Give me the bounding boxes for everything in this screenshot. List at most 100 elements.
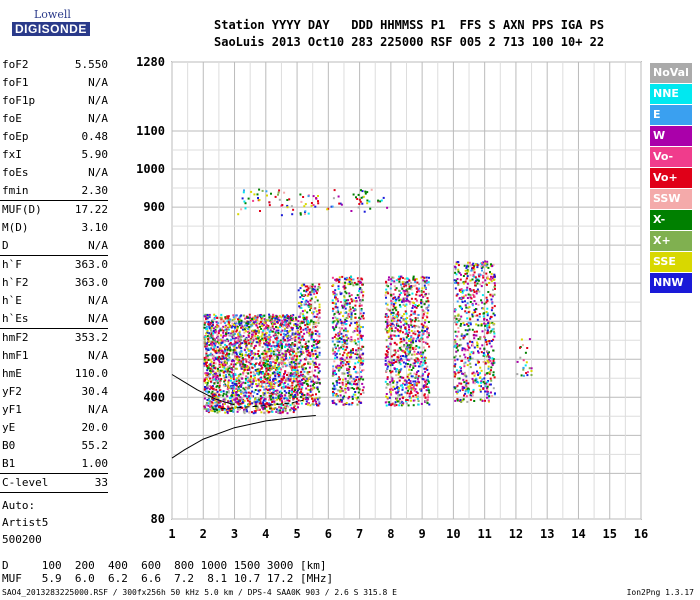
echo-point: [249, 349, 252, 352]
echo-point: [411, 339, 414, 342]
echo-point: [252, 374, 255, 377]
echo-point: [462, 373, 465, 375]
echo-point: [476, 264, 479, 267]
echo-point: [244, 327, 247, 330]
echo-point: [257, 337, 260, 340]
echo-point: [261, 322, 264, 325]
echo-point: [457, 327, 460, 329]
echo-point: [318, 363, 321, 366]
echo-point: [246, 397, 249, 400]
echo-point: [491, 302, 494, 305]
echo-point: [232, 349, 235, 352]
echo-point: [223, 355, 226, 358]
echo-point: [215, 388, 218, 391]
echo-point: [332, 347, 334, 350]
echo-point: [342, 397, 345, 400]
echo-point: [312, 312, 315, 315]
echo-point: [204, 372, 207, 375]
echo-point: [455, 317, 458, 320]
echo-point: [226, 315, 229, 318]
echo-point: [492, 263, 495, 266]
echo-point: [266, 319, 269, 322]
echo-point: [204, 345, 207, 348]
echo-point: [218, 408, 221, 411]
echo-point: [487, 291, 490, 293]
echo-point: [247, 330, 249, 333]
echo-point: [360, 288, 363, 291]
echo-point: [344, 277, 346, 280]
echo-point: [232, 336, 235, 339]
echo-point: [250, 376, 252, 379]
echo-point: [475, 302, 478, 305]
echo-point: [234, 314, 237, 317]
echo-point: [412, 375, 414, 378]
echo-point: [272, 315, 275, 318]
echo-point: [260, 372, 263, 375]
echo-point: [292, 397, 295, 400]
echo-point: [400, 393, 403, 396]
echo-point: [341, 348, 344, 350]
echo-point: [415, 306, 418, 309]
echo-point: [206, 369, 209, 372]
echo-point: [487, 322, 490, 325]
echo-point: [305, 328, 308, 331]
echo-point: [270, 367, 273, 370]
echo-point: [267, 340, 270, 343]
echo-point: [257, 314, 260, 317]
echo-point: [488, 383, 491, 386]
echo-point: [493, 293, 496, 296]
echo-point: [284, 350, 287, 353]
echo-point: [480, 380, 483, 383]
echo-point: [480, 381, 483, 384]
echo-point: [332, 320, 335, 323]
echo-point: [211, 331, 214, 334]
echo-point: [207, 379, 210, 382]
echo-point: [283, 318, 286, 321]
echo-point: [274, 318, 277, 321]
echo-point: [210, 380, 212, 383]
echo-point: [303, 338, 305, 341]
echo-point: [410, 390, 412, 393]
echo-point: [417, 336, 419, 339]
echo-point: [234, 341, 237, 344]
echo-point: [289, 338, 292, 341]
echo-point: [427, 396, 430, 399]
echo-point: [417, 359, 420, 362]
echo-point: [356, 403, 359, 406]
echo-point: [242, 314, 245, 317]
echo-point: [277, 409, 280, 412]
echo-point: [396, 397, 399, 400]
echo-point: [304, 324, 307, 327]
echo-point: [411, 307, 414, 309]
y-tick-label: 300: [143, 428, 165, 442]
echo-point: [424, 367, 427, 370]
echo-point: [466, 400, 469, 403]
echo-point: [348, 370, 351, 373]
echo-point: [301, 386, 304, 389]
param-value: N/A: [88, 166, 108, 179]
echo-point: [212, 332, 215, 335]
echo-point: [257, 397, 260, 399]
echo-point: [301, 364, 304, 367]
echo-point: [260, 382, 263, 385]
echo-point: [268, 388, 271, 391]
echo-point: [261, 381, 264, 384]
echo-point: [274, 382, 277, 385]
echo-point: [393, 303, 396, 306]
echo-point: [291, 357, 294, 360]
echo-point: [475, 277, 478, 280]
echo-point: [469, 318, 472, 321]
echo-point: [288, 389, 291, 392]
echo-point: [461, 347, 464, 350]
echo-point: [232, 314, 235, 317]
echo-point: [417, 380, 420, 383]
echo-point: [214, 350, 217, 353]
echo-point: [347, 312, 350, 315]
echo-point: [334, 354, 337, 357]
echo-point: [407, 350, 410, 353]
echo-point: [298, 341, 301, 344]
echo-point: [412, 380, 415, 383]
echo-point: [462, 281, 465, 284]
echo-point: [309, 376, 312, 379]
echo-point: [227, 371, 230, 374]
